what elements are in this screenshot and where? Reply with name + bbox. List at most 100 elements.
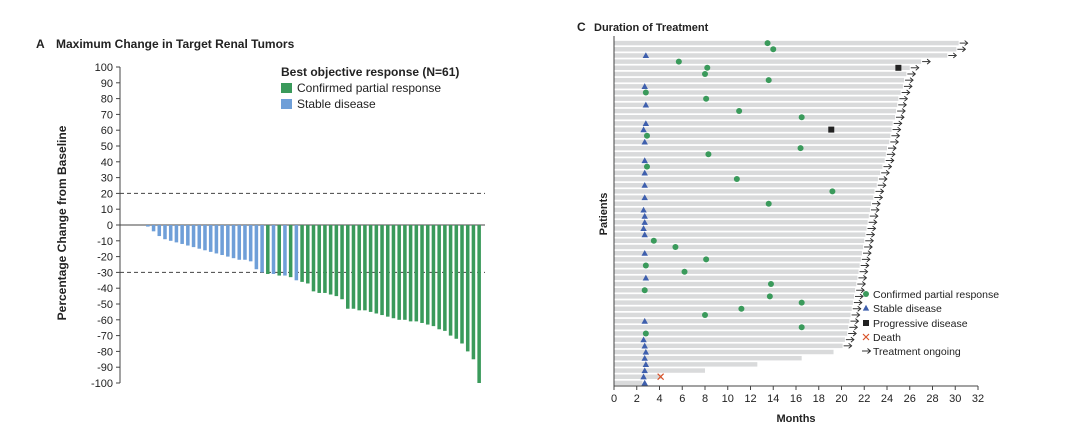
bar-partial	[346, 225, 350, 309]
partial-response-marker	[642, 89, 649, 96]
stable-disease-marker	[642, 348, 650, 355]
treatment-bar	[614, 121, 893, 126]
patient-row	[614, 225, 877, 232]
treatment-bar	[614, 127, 892, 132]
legend-square	[863, 320, 869, 326]
x-tick-label: 12	[744, 393, 756, 405]
treatment-bar	[614, 257, 861, 262]
patient-row	[614, 200, 881, 207]
partial-response-marker	[733, 176, 740, 183]
ongoing-arrow-head	[865, 262, 870, 269]
x-tick-label: 20	[835, 393, 847, 405]
patient-row	[614, 145, 897, 152]
treatment-bar	[614, 343, 843, 349]
ongoing-arrow-head	[869, 237, 874, 244]
x-tick-label: 2	[634, 393, 640, 405]
stable-disease-marker	[642, 52, 650, 59]
ongoing-arrow-head	[864, 268, 869, 275]
patient-row	[614, 243, 873, 250]
bar-partial	[431, 225, 436, 327]
ongoing-arrow-head	[882, 182, 887, 189]
ongoing-arrow-head	[891, 151, 896, 158]
treatment-bar	[614, 96, 899, 101]
treatment-bar	[614, 201, 872, 206]
bar-stable	[248, 225, 253, 262]
stable-disease-marker	[641, 249, 648, 256]
partial-response-marker	[765, 77, 772, 84]
ongoing-arrow-head	[896, 132, 901, 139]
x-tick-label: 10	[722, 393, 734, 405]
ongoing-arrow-head	[873, 219, 878, 226]
ongoing-arrow-head	[964, 40, 969, 46]
panel-c-title: Duration of Treatment	[594, 22, 709, 34]
bar-partial	[448, 225, 453, 336]
bar-partial	[328, 225, 333, 295]
treatment-bar	[614, 59, 922, 64]
ongoing-arrow-head	[863, 275, 868, 281]
ongoing-arrow-head	[848, 342, 853, 349]
treatment-bar	[614, 213, 869, 219]
ongoing-arrow-head	[892, 145, 897, 151]
y-tick-label: 90	[101, 78, 113, 90]
patient-row	[614, 114, 905, 121]
patient-row	[614, 206, 880, 213]
y-tick-label: -40	[97, 283, 113, 295]
patient-row	[614, 231, 876, 238]
treatment-bar	[614, 275, 858, 281]
legend-label-partial: Confirmed partial response	[297, 81, 441, 95]
bar-partial	[311, 225, 316, 292]
patient-row	[614, 132, 901, 139]
treatment-bar	[614, 374, 662, 379]
bar-partial	[443, 225, 447, 331]
stable-disease-marker	[642, 274, 650, 281]
bar-stable	[203, 225, 207, 251]
stable-disease-marker	[641, 194, 648, 201]
panel-c-y-axis-label: Patients	[598, 193, 610, 236]
treatment-bar	[614, 170, 881, 176]
ongoing-arrow-head	[926, 58, 931, 65]
partial-response-marker	[705, 151, 712, 158]
legend-circle	[863, 291, 869, 297]
progressive-disease-marker	[895, 64, 902, 71]
ongoing-arrow-head	[858, 299, 863, 306]
patient-row	[614, 367, 705, 374]
y-tick-label: -60	[97, 315, 113, 327]
patient-row	[614, 324, 859, 331]
bar-partial	[471, 225, 476, 360]
treatment-bar	[614, 318, 850, 324]
partial-response-marker	[681, 268, 688, 275]
treatment-bar	[614, 108, 897, 114]
y-tick-label: 60	[101, 125, 113, 137]
bar-stable	[260, 225, 264, 273]
bar-stable	[197, 225, 202, 249]
ongoing-arrow-head	[915, 64, 920, 71]
legend-label-c-stable: Stable disease	[873, 303, 942, 315]
ongoing-arrow-head	[894, 139, 899, 145]
treatment-bar	[614, 115, 895, 120]
patient-row	[614, 336, 855, 343]
patient-row	[614, 194, 884, 201]
legend-symbol-ongoing	[862, 348, 872, 354]
bar-stable	[146, 225, 150, 227]
stable-disease-marker	[641, 157, 648, 164]
bar-stable	[180, 225, 184, 244]
bar-stable	[254, 225, 259, 270]
ongoing-arrow-head	[868, 244, 873, 250]
patient-row	[614, 348, 834, 355]
panel-c-letter: C	[577, 20, 586, 34]
patient-row	[614, 219, 878, 226]
legend-x	[862, 333, 870, 341]
treatment-bar	[614, 71, 907, 77]
patient-row	[614, 256, 871, 263]
bar-partial	[408, 225, 413, 322]
bar-stable	[294, 225, 299, 281]
stable-disease-marker	[640, 336, 647, 343]
treatment-bar	[614, 337, 845, 342]
partial-response-marker	[704, 64, 711, 71]
bar-stable	[168, 225, 173, 241]
panel-a-title: Maximum Change in Target Renal Tumors	[56, 37, 295, 51]
stable-disease-marker	[641, 367, 648, 374]
ongoing-arrow-head	[867, 250, 872, 257]
treatment-bar	[614, 65, 910, 71]
ongoing-arrow-head	[962, 46, 967, 53]
